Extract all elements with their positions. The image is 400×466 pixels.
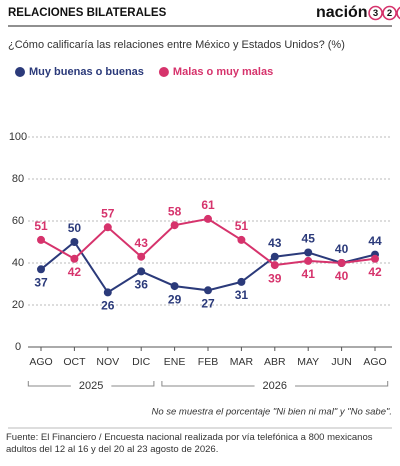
legend-marker <box>15 67 25 77</box>
point <box>37 235 45 244</box>
brand-circle <box>382 5 397 21</box>
y-tick-label: 60 <box>12 215 24 227</box>
x-tick-label: MAR <box>230 356 254 368</box>
data-label: 41 <box>302 267 316 281</box>
data-label: 31 <box>235 288 249 302</box>
point <box>103 288 112 297</box>
header: RELACIONES BILATERALES <box>8 7 167 19</box>
y-tick-label: 80 <box>12 173 24 185</box>
data-label: 37 <box>34 275 48 289</box>
data-label: 51 <box>34 219 48 233</box>
y-tick-label: 0 <box>15 341 21 353</box>
x-tick-label: DIC <box>132 356 151 368</box>
x-tick-label: NOV <box>96 356 119 368</box>
point <box>137 267 146 276</box>
brand: nación <box>316 4 368 21</box>
point <box>37 265 45 274</box>
year-bracket <box>27 381 155 387</box>
data-label: 42 <box>368 265 382 279</box>
x-tick-label: AGO <box>363 356 386 368</box>
data-label: 39 <box>268 271 282 285</box>
note: No se muestra el porcentaje "Ni bien ni … <box>151 407 392 418</box>
chart-title: ¿Cómo calificaría las relaciones entre M… <box>8 39 345 51</box>
year-label: 2026 <box>263 380 287 392</box>
data-label: 42 <box>68 265 82 279</box>
x-tick-label: FEB <box>198 356 218 368</box>
point <box>70 238 79 246</box>
data-label: 44 <box>368 234 382 248</box>
brand-circle <box>396 6 400 20</box>
data-label: 51 <box>235 219 249 233</box>
year-label: 2025 <box>79 380 103 392</box>
year-bracket <box>161 381 389 387</box>
point <box>204 286 212 295</box>
data-label: 26 <box>101 299 115 313</box>
x-tick-label: OCT <box>63 356 86 368</box>
data-label: 27 <box>201 296 215 310</box>
data-label: 43 <box>135 236 149 250</box>
brand-circle <box>368 5 383 21</box>
data-label: 45 <box>302 232 316 246</box>
data-label: 58 <box>168 204 182 218</box>
point <box>304 248 313 257</box>
point <box>237 235 246 244</box>
y-tick-label: 20 <box>12 299 24 311</box>
x-tick-label: AGO <box>29 356 52 368</box>
point <box>137 252 146 261</box>
x-tick-label: ABR <box>264 356 286 368</box>
x-tick-label: ENE <box>164 356 186 368</box>
data-label: 29 <box>168 292 182 306</box>
point <box>237 277 246 286</box>
point <box>270 252 279 261</box>
legend-label: Malas o muy malas <box>173 66 273 78</box>
point <box>170 221 179 230</box>
point <box>304 256 313 265</box>
brand-digit: 3 <box>373 8 378 19</box>
data-label: 43 <box>268 236 282 250</box>
point <box>270 261 279 270</box>
point <box>70 254 79 263</box>
series-line <box>40 240 376 294</box>
legend-marker <box>158 67 169 77</box>
x-tick-label: JUN <box>331 356 351 368</box>
x-tick-label: MAY <box>297 356 319 368</box>
point <box>103 223 112 232</box>
data-label: 61 <box>201 198 215 212</box>
data-label: 50 <box>68 221 82 235</box>
point <box>170 282 179 291</box>
source: Fuente: El Financiero / Encuesta naciona… <box>6 432 373 455</box>
point <box>371 254 379 263</box>
y-tick-label: 40 <box>12 257 24 269</box>
point <box>337 259 346 267</box>
point <box>204 214 212 223</box>
source-box: Fuente: El Financiero / Encuesta naciona… <box>6 432 373 455</box>
y-tick-label: 100 <box>9 131 27 143</box>
legend-label: Muy buenas o buenas <box>29 66 144 78</box>
brand-digit: 2 <box>387 8 392 19</box>
data-label: 57 <box>101 206 115 220</box>
data-label: 40 <box>335 242 349 256</box>
data-label: 36 <box>135 278 149 292</box>
data-label: 40 <box>335 269 349 283</box>
